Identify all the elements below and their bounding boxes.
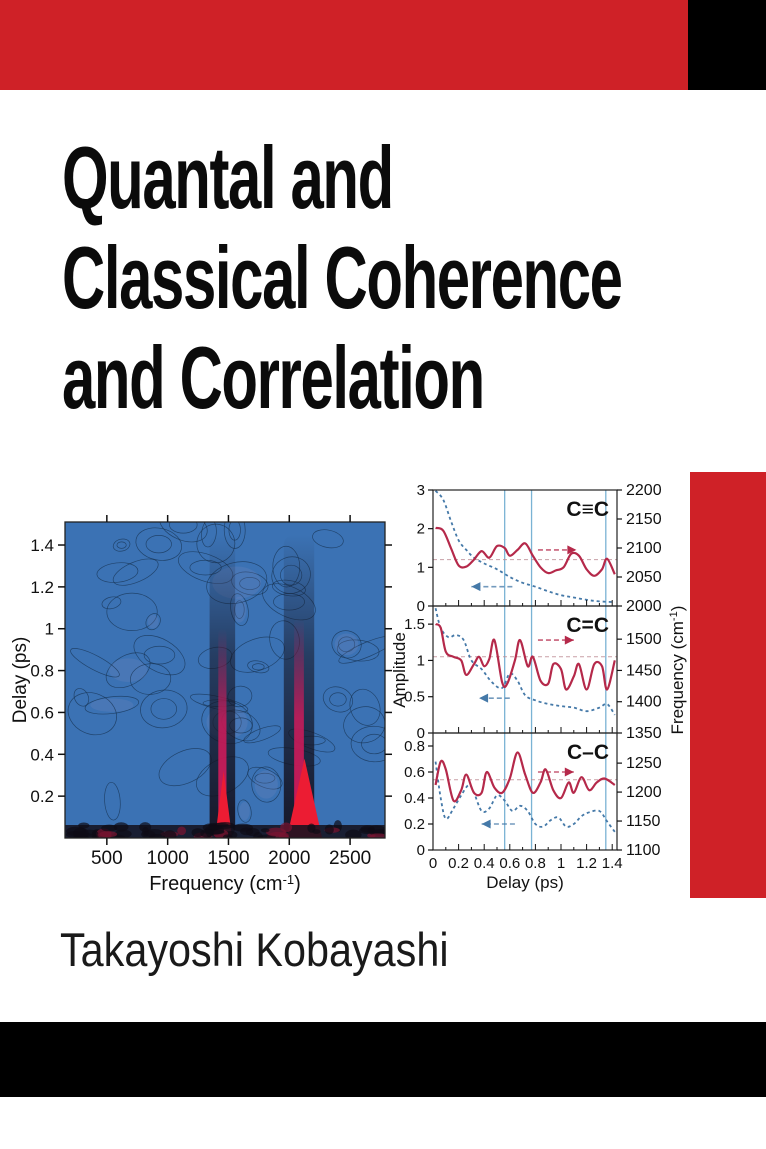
svg-text:1.2: 1.2 (576, 855, 597, 872)
svg-text:2050: 2050 (626, 569, 662, 586)
svg-text:1150: 1150 (626, 813, 661, 830)
svg-text:2200: 2200 (626, 482, 662, 499)
svg-text:1000: 1000 (147, 848, 189, 869)
svg-text:1500: 1500 (207, 848, 249, 869)
svg-text:0.5: 0.5 (404, 689, 425, 706)
svg-text:0.4: 0.4 (404, 790, 425, 807)
svg-text:0: 0 (429, 855, 437, 872)
svg-text:1450: 1450 (626, 662, 662, 679)
svg-text:1: 1 (45, 620, 54, 639)
svg-text:0.6: 0.6 (499, 855, 520, 872)
svg-text:0.6: 0.6 (30, 703, 54, 722)
svg-text:Amplitude: Amplitude (393, 632, 409, 708)
svg-text:1.4: 1.4 (30, 536, 54, 555)
svg-text:1.2: 1.2 (30, 578, 54, 597)
svg-text:1100: 1100 (626, 842, 661, 859)
svg-text:0.8: 0.8 (525, 855, 546, 872)
svg-text:1: 1 (417, 559, 425, 576)
svg-text:0.4: 0.4 (30, 745, 54, 764)
svg-text:2150: 2150 (626, 511, 662, 528)
svg-text:0.2: 0.2 (448, 855, 469, 872)
svg-text:Delay (ps): Delay (ps) (486, 873, 563, 892)
svg-text:0.2: 0.2 (30, 787, 54, 806)
svg-text:Frequency (cm-1): Frequency (cm-1) (668, 606, 687, 735)
svg-text:1500: 1500 (626, 631, 662, 648)
title-line-1: Quantal and (62, 128, 394, 227)
svg-text:2000: 2000 (268, 848, 310, 869)
svg-text:0.8: 0.8 (30, 662, 54, 681)
svg-text:1: 1 (417, 652, 425, 669)
svg-text:2: 2 (417, 521, 425, 538)
svg-text:1400: 1400 (626, 694, 662, 711)
title-line-2: Classical Coherence (62, 228, 623, 327)
title-line-3: and Correlation (62, 328, 485, 427)
contour-plot-figure: 0.2 0.4 0.6 0.8 1 1.2 1.4 500 1000 1500 2000 2500 Fr… (10, 515, 392, 895)
oscillation-panels-figure: 0 1 2 3 2000 2050 2100 2150 2200 C≡C 0 0.5 1 1.5 1350 1… (393, 482, 687, 892)
top-black-corner (688, 0, 766, 90)
svg-text:0: 0 (417, 725, 425, 742)
svg-text:0.2: 0.2 (404, 816, 425, 833)
svg-text:C=C: C=C (566, 614, 609, 637)
svg-text:0.8: 0.8 (404, 738, 425, 755)
publisher-band: CRC CRC Press Taylor & Francis Group (0, 1022, 766, 1097)
top-red-band (0, 0, 688, 90)
svg-text:Frequency (cm-1): Frequency (cm-1) (149, 872, 301, 895)
svg-text:2100: 2100 (626, 540, 662, 557)
svg-text:0.6: 0.6 (404, 764, 425, 781)
svg-text:2500: 2500 (329, 848, 371, 869)
book-title: Quantal and Classical Coherence and Corr… (62, 128, 623, 428)
svg-text:1350: 1350 (626, 725, 662, 742)
svg-text:1250: 1250 (626, 755, 662, 772)
svg-text:1: 1 (557, 855, 565, 872)
svg-text:Delay (ps): Delay (ps) (10, 637, 31, 724)
author-name: Takayoshi Kobayashi (60, 923, 449, 976)
svg-text:0.4: 0.4 (474, 855, 495, 872)
svg-text:500: 500 (91, 848, 123, 869)
svg-text:2000: 2000 (626, 598, 662, 615)
svg-text:1200: 1200 (626, 784, 662, 801)
svg-text:C–C: C–C (567, 741, 609, 764)
right-red-bar (690, 472, 766, 898)
svg-text:0: 0 (417, 598, 425, 615)
svg-text:3: 3 (417, 482, 425, 499)
svg-text:1.4: 1.4 (602, 855, 623, 872)
svg-text:0: 0 (417, 842, 425, 859)
svg-text:1.5: 1.5 (404, 616, 425, 633)
svg-text:C≡C: C≡C (566, 498, 609, 521)
